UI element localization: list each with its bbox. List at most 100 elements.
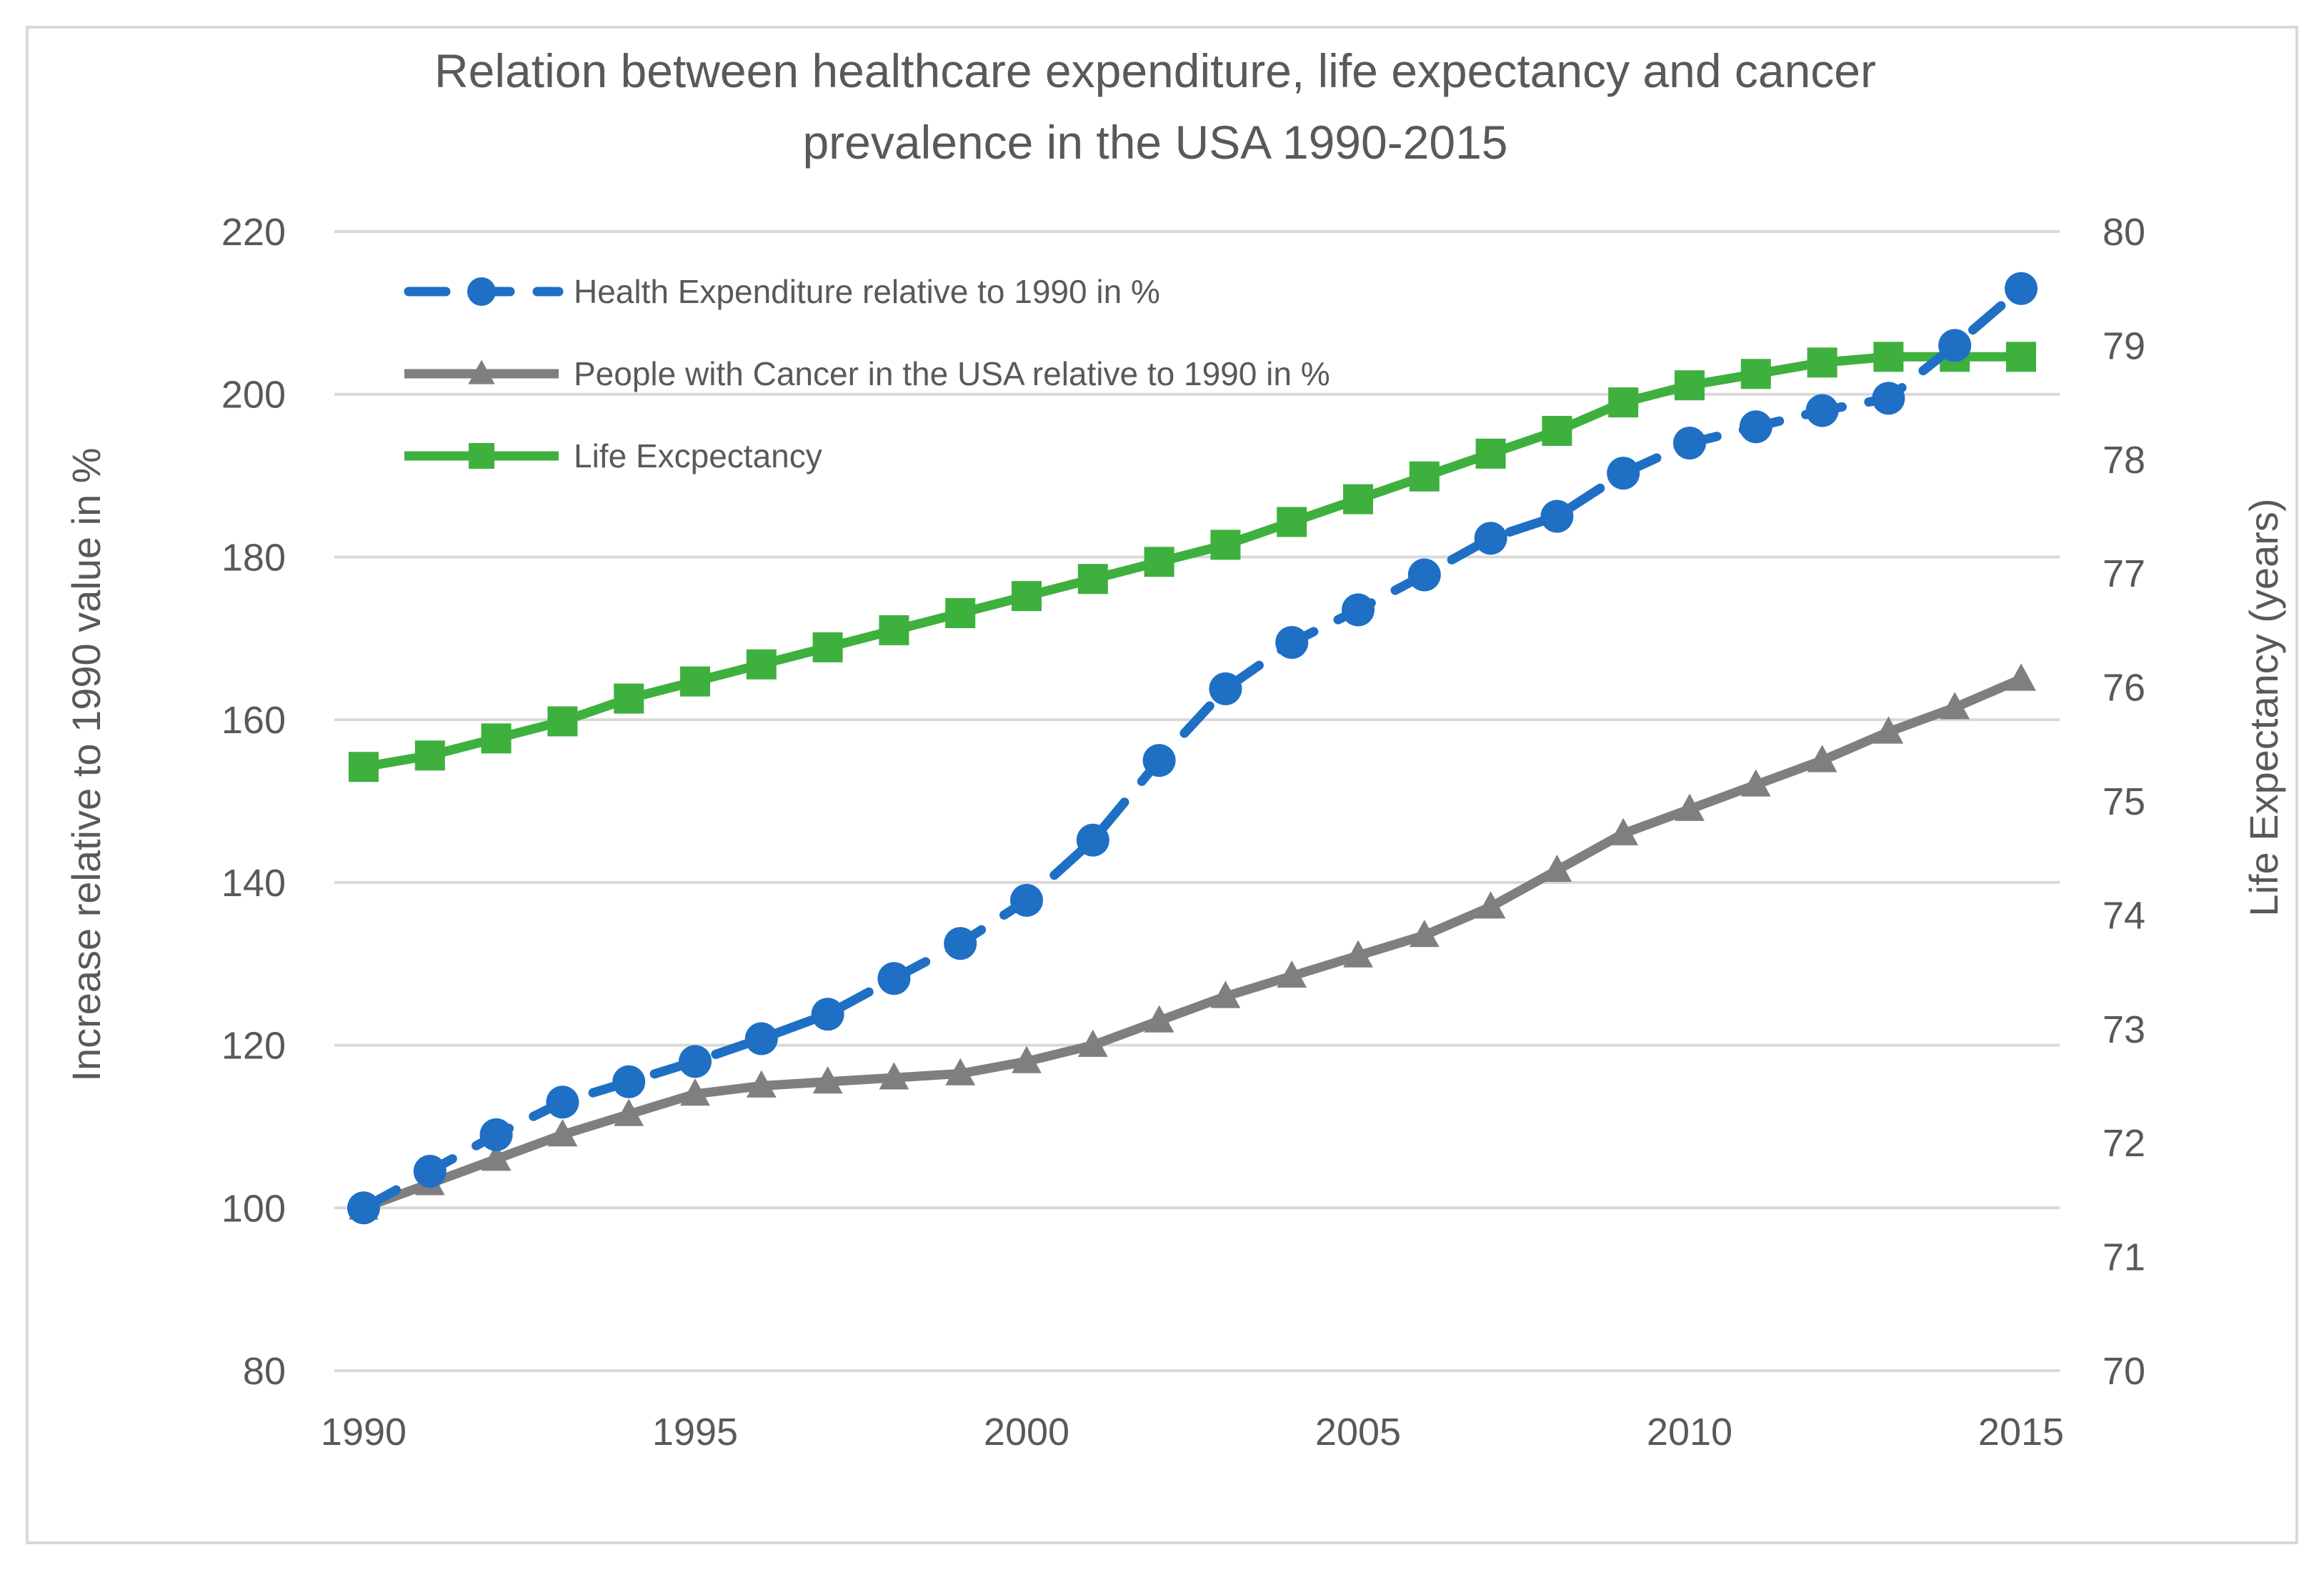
data-point-health xyxy=(745,1022,778,1055)
data-point-health xyxy=(1275,626,1308,659)
y2-tick-label: 76 xyxy=(2103,667,2145,710)
x-tick-label: 2015 xyxy=(1978,1411,2064,1454)
series xyxy=(347,272,2038,1225)
data-point-life xyxy=(349,752,379,782)
x-tick-label: 2000 xyxy=(984,1411,1069,1454)
legend-label: People with Cancer in the USA relative t… xyxy=(574,355,1330,392)
data-point-health xyxy=(1209,672,1242,705)
y-tick-label: 160 xyxy=(221,699,286,742)
data-point-life xyxy=(1210,530,1240,560)
left-y-axis-title: Increase relative to 1990 value in % xyxy=(64,447,109,1081)
data-point-health xyxy=(414,1155,447,1188)
legend-label: Health Expenditure relative to 1990 in % xyxy=(574,273,1160,310)
x-tick-label: 1995 xyxy=(652,1411,738,1454)
series-life xyxy=(349,342,2036,782)
y2-tick-label: 74 xyxy=(2103,894,2145,937)
legend-item-health: Health Expenditure relative to 1990 in % xyxy=(409,273,1160,310)
legend-label: Life Excpectancy xyxy=(574,437,822,475)
legend-swatch-marker xyxy=(469,443,494,469)
y-tick-label: 120 xyxy=(221,1025,286,1068)
data-point-life xyxy=(2006,342,2036,372)
y2-tick-label: 77 xyxy=(2103,552,2145,595)
y-tick-label: 220 xyxy=(221,211,286,254)
y2-tick-label: 75 xyxy=(2103,780,2145,823)
y-tick-label: 100 xyxy=(221,1187,286,1230)
data-point-life xyxy=(1277,507,1307,537)
chart: Relation between healthcare expenditure,… xyxy=(0,0,2324,1570)
data-point-life xyxy=(1873,342,1903,372)
data-point-life xyxy=(747,650,777,680)
data-point-life xyxy=(1741,359,1771,389)
data-point-health xyxy=(1872,382,1905,414)
series-health xyxy=(347,272,2038,1225)
data-point-health xyxy=(612,1065,645,1098)
data-point-health xyxy=(1673,427,1706,459)
data-point-life xyxy=(879,615,909,645)
chart-title: Relation between healthcare expenditure,… xyxy=(434,44,1876,169)
data-point-life xyxy=(1807,347,1837,377)
data-point-health xyxy=(812,998,844,1030)
data-point-health xyxy=(1806,394,1839,427)
data-point-life xyxy=(1144,547,1175,577)
data-point-life xyxy=(547,706,577,736)
data-point-health xyxy=(546,1085,579,1118)
right-y-axis-ticks: 80 79 78 77 76 75 74 73 72 71 70 xyxy=(2103,211,2145,1393)
x-tick-label: 1990 xyxy=(321,1411,407,1454)
data-point-health xyxy=(1408,558,1441,591)
data-point-health xyxy=(1607,457,1640,490)
series-cancer xyxy=(349,663,2036,1219)
data-point-health xyxy=(480,1118,513,1151)
data-point-health xyxy=(1077,824,1109,857)
x-tick-label: 2005 xyxy=(1315,1411,1401,1454)
data-point-health xyxy=(1342,593,1375,626)
y-tick-label: 180 xyxy=(221,536,286,579)
data-point-health xyxy=(1740,410,1772,443)
data-point-health xyxy=(944,927,977,960)
legend: Health Expenditure relative to 1990 in %… xyxy=(404,273,1330,475)
data-point-life xyxy=(614,684,644,714)
data-point-health xyxy=(1143,744,1176,777)
legend-swatch-marker xyxy=(467,277,496,306)
data-point-life xyxy=(1542,416,1572,446)
data-point-health xyxy=(1475,522,1507,555)
data-point-life xyxy=(1608,387,1638,417)
y2-tick-label: 80 xyxy=(2103,211,2145,254)
y2-tick-label: 71 xyxy=(2103,1236,2145,1279)
data-point-life xyxy=(1343,485,1373,515)
data-point-health xyxy=(877,962,910,995)
data-point-health xyxy=(679,1045,712,1078)
data-point-cancer xyxy=(2006,663,2036,690)
data-point-life xyxy=(1675,370,1705,400)
series-line-health xyxy=(364,289,2021,1208)
data-point-health xyxy=(1938,329,1971,362)
y2-tick-label: 72 xyxy=(2103,1122,2145,1165)
chart-title-line-1: Relation between healthcare expenditure,… xyxy=(434,44,1876,97)
data-point-health xyxy=(2005,272,2038,305)
y2-tick-label: 78 xyxy=(2103,439,2145,482)
y2-tick-label: 79 xyxy=(2103,324,2145,367)
data-point-life xyxy=(1476,439,1506,469)
data-point-life xyxy=(415,740,445,770)
data-point-life xyxy=(945,598,975,628)
x-tick-label: 2010 xyxy=(1647,1411,1732,1454)
data-point-health xyxy=(1010,884,1043,917)
data-point-health xyxy=(1540,500,1573,533)
y2-tick-label: 70 xyxy=(2103,1350,2145,1393)
legend-item-life: Life Excpectancy xyxy=(404,437,822,475)
chart-title-line-2: prevalence in the USA 1990-2015 xyxy=(802,116,1507,169)
series-line-cancer xyxy=(364,679,2021,1208)
x-axis-ticks: 1990 1995 2000 2005 2010 2015 xyxy=(321,1411,2064,1454)
y2-tick-label: 73 xyxy=(2103,1008,2145,1051)
y-tick-label: 80 xyxy=(243,1350,286,1393)
data-point-life xyxy=(1012,581,1042,611)
data-point-health xyxy=(347,1191,380,1224)
left-y-axis-ticks: 220 200 180 160 140 120 100 80 xyxy=(221,211,286,1393)
legend-item-cancer: People with Cancer in the USA relative t… xyxy=(404,355,1330,392)
gridlines xyxy=(334,232,2060,1371)
data-point-life xyxy=(680,667,710,697)
data-point-life xyxy=(1410,462,1440,492)
y-tick-label: 140 xyxy=(221,862,286,905)
right-y-axis-title: Life Expectancy (years) xyxy=(2241,498,2286,916)
data-point-life xyxy=(813,632,843,662)
data-point-life xyxy=(1078,564,1108,594)
